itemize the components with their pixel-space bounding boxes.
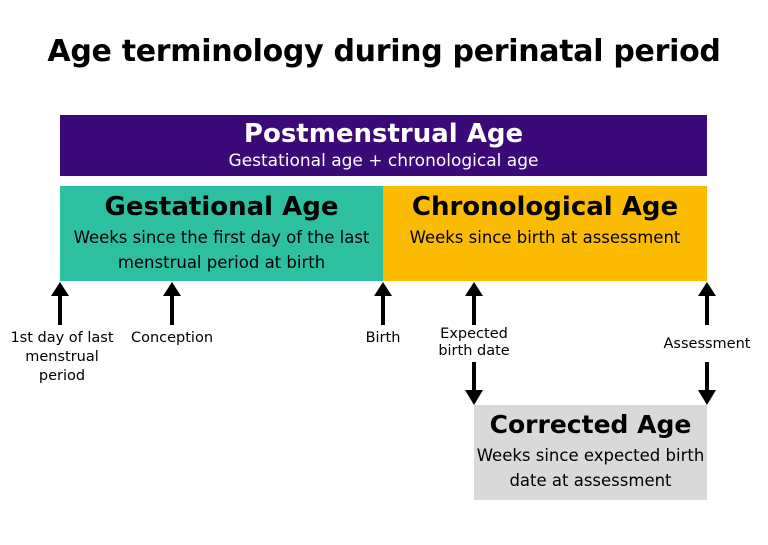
arrow-down-expected-icon [465,362,483,405]
label-lmp: 1st day of last menstrual period [10,330,114,384]
postmenstrual-age-subtitle: Gestational age + chronological age [228,151,539,171]
postmenstrual-age-title: Postmenstrual Age [243,119,524,149]
gestational-age-subtitle: Weeks since the first day of the last me… [73,228,370,272]
gestational-age-title: Gestational Age [104,192,339,222]
label-expected-birth-date: Expected birth date [438,326,510,359]
label-assessment: Assessment [663,336,751,352]
arrow-down-assessment-icon [698,362,716,405]
chronological-age-box: Chronological Age Weeks since birth at a… [383,186,707,281]
arrow-up-conception-icon [163,282,181,325]
arrow-up-expected-icon [465,282,483,325]
corrected-age-title: Corrected Age [489,410,692,439]
gestational-age-box: Gestational Age Weeks since the first da… [60,186,383,281]
arrow-up-assessment-icon [698,282,716,325]
postmenstrual-age-box: Postmenstrual Age Gestational age + chro… [60,115,707,176]
arrow-up-birth-icon [374,282,392,325]
label-birth: Birth [365,330,401,346]
page-title: Age terminology during perinatal period [47,34,721,69]
chronological-age-title: Chronological Age [411,192,679,222]
arrow-up-lmp-icon [51,282,69,325]
corrected-age-box: Corrected Age Weeks since expected birth… [474,405,707,500]
label-conception: Conception [130,330,214,346]
corrected-age-subtitle: Weeks since expected birth date at asses… [476,446,705,490]
chronological-age-subtitle: Weeks since birth at assessment [409,228,681,247]
